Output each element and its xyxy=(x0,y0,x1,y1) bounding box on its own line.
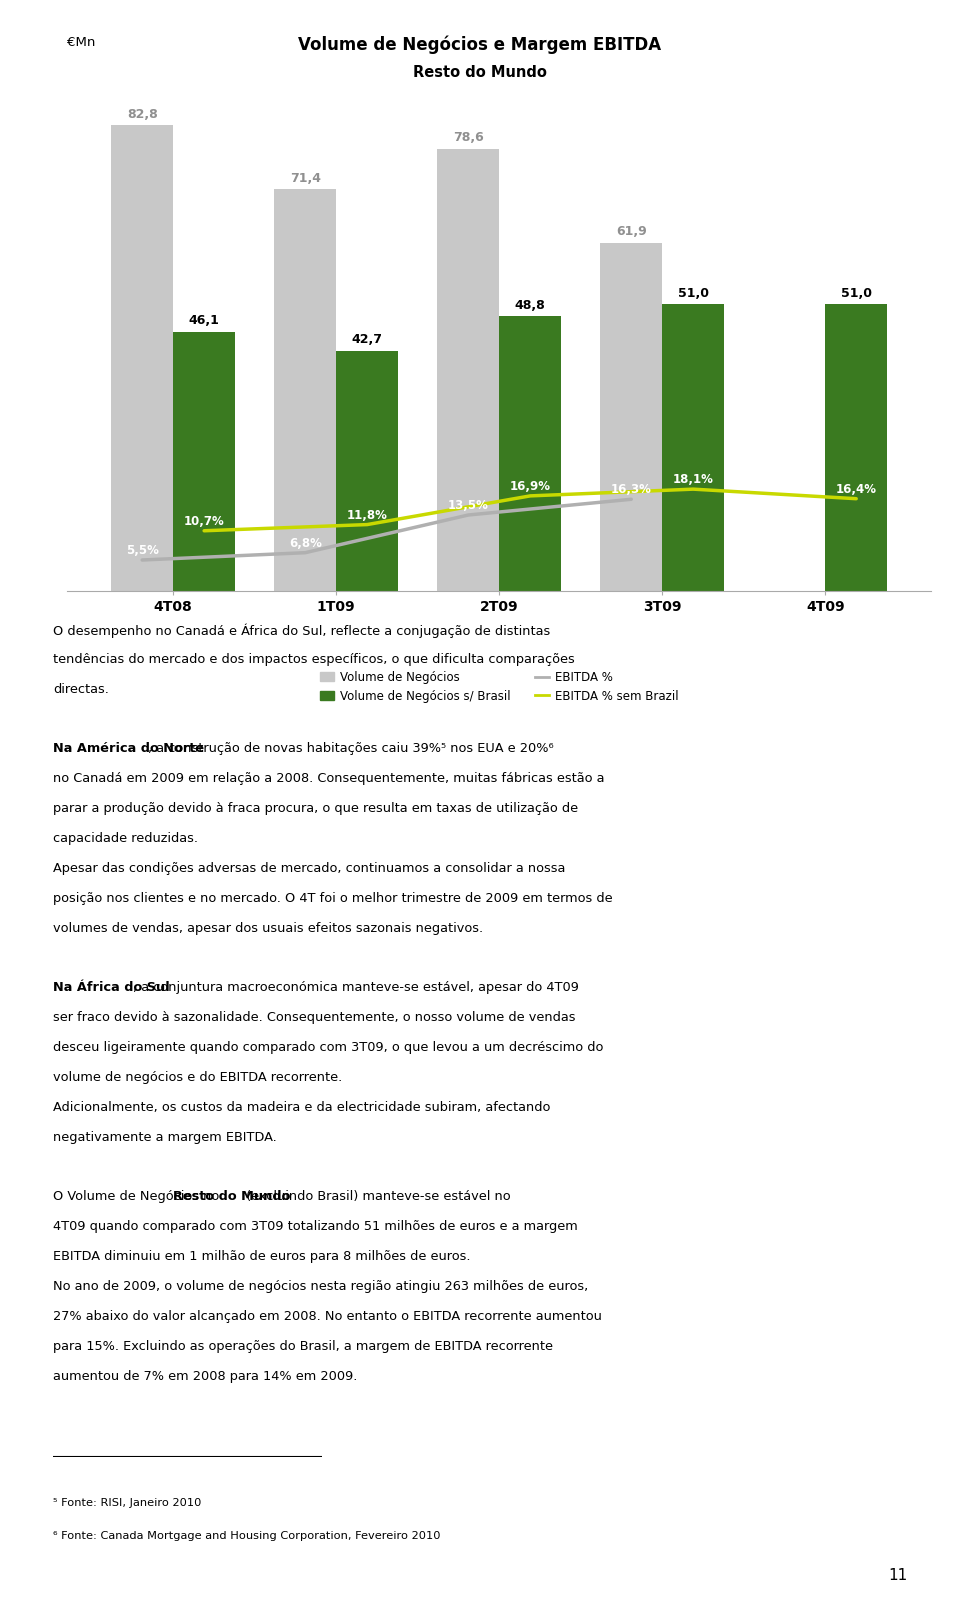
Text: directas.: directas. xyxy=(53,683,108,696)
Bar xyxy=(111,125,173,591)
Text: EBITDA diminuiu em 1 milhão de euros para 8 milhões de euros.: EBITDA diminuiu em 1 milhão de euros par… xyxy=(53,1250,470,1263)
Text: volumes de vendas, apesar dos usuais efeitos sazonais negativos.: volumes de vendas, apesar dos usuais efe… xyxy=(53,921,483,936)
Text: (excluindo Brasil) manteve-se estável no: (excluindo Brasil) manteve-se estável no xyxy=(243,1190,511,1203)
Text: 11,8%: 11,8% xyxy=(347,508,388,521)
Bar xyxy=(499,316,562,591)
Text: ⁵ Fonte: RISI, Janeiro 2010: ⁵ Fonte: RISI, Janeiro 2010 xyxy=(53,1498,202,1507)
Text: €Mn: €Mn xyxy=(67,36,96,49)
Text: aumentou de 7% em 2008 para 14% em 2009.: aumentou de 7% em 2008 para 14% em 2009. xyxy=(53,1370,357,1383)
Text: O Volume de Negócios no: O Volume de Negócios no xyxy=(53,1190,223,1203)
Text: 4T09 quando comparado com 3T09 totalizando 51 milhões de euros e a margem: 4T09 quando comparado com 3T09 totalizan… xyxy=(53,1221,578,1234)
Text: 18,1%: 18,1% xyxy=(673,473,713,486)
Text: 46,1: 46,1 xyxy=(189,314,220,327)
Bar xyxy=(336,351,398,591)
Text: 5,5%: 5,5% xyxy=(126,544,158,557)
Text: Apesar das condições adversas de mercado, continuamos a consolidar a nossa: Apesar das condições adversas de mercado… xyxy=(53,861,565,876)
Text: tendências do mercado e dos impactos específicos, o que dificulta comparações: tendências do mercado e dos impactos esp… xyxy=(53,652,574,667)
Text: desceu ligeiramente quando comparado com 3T09, o que levou a um decréscimo do: desceu ligeiramente quando comparado com… xyxy=(53,1041,603,1054)
Text: , a conjuntura macroeconómica manteve-se estável, apesar do 4T09: , a conjuntura macroeconómica manteve-se… xyxy=(132,981,579,994)
Text: 13,5%: 13,5% xyxy=(447,499,489,512)
Bar xyxy=(600,243,662,591)
Text: 48,8: 48,8 xyxy=(515,300,545,312)
Bar xyxy=(662,304,724,591)
Text: ser fraco devido à sazonalidade. Consequentemente, o nosso volume de vendas: ser fraco devido à sazonalidade. Consequ… xyxy=(53,1010,575,1025)
Bar xyxy=(437,149,499,591)
Text: 10,7%: 10,7% xyxy=(183,515,225,528)
Text: No ano de 2009, o volume de negócios nesta região atingiu 263 milhões de euros,: No ano de 2009, o volume de negócios nes… xyxy=(53,1279,588,1294)
Text: 82,8: 82,8 xyxy=(127,108,157,121)
Text: Resto do Mundo: Resto do Mundo xyxy=(173,1190,290,1203)
Text: no Canadá em 2009 em relação a 2008. Consequentemente, muitas fábricas estão a: no Canadá em 2009 em relação a 2008. Con… xyxy=(53,772,604,785)
Text: negativamente a margem EBITDA.: negativamente a margem EBITDA. xyxy=(53,1130,276,1145)
Text: 11: 11 xyxy=(888,1569,907,1583)
Text: 51,0: 51,0 xyxy=(841,287,872,300)
Text: 6,8%: 6,8% xyxy=(289,538,322,550)
Text: Na América do Norte: Na América do Norte xyxy=(53,742,204,756)
Legend: Volume de Negócios, Volume de Negócios s/ Brasil, EBITDA %, EBITDA % sem Brazil: Volume de Negócios, Volume de Negócios s… xyxy=(321,670,678,703)
Text: ⁶ Fonte: Canada Mortgage and Housing Corporation, Fevereiro 2010: ⁶ Fonte: Canada Mortgage and Housing Cor… xyxy=(53,1530,441,1541)
Text: capacidade reduzidas.: capacidade reduzidas. xyxy=(53,832,198,845)
Text: Adicionalmente, os custos da madeira e da electricidade subiram, afectando: Adicionalmente, os custos da madeira e d… xyxy=(53,1101,550,1114)
Text: volume de negócios e do EBITDA recorrente.: volume de negócios e do EBITDA recorrent… xyxy=(53,1072,342,1085)
Text: 16,4%: 16,4% xyxy=(836,482,876,495)
Text: parar a produção devido à fraca procura, o que resulta em taxas de utilização de: parar a produção devido à fraca procura,… xyxy=(53,801,578,816)
Text: 51,0: 51,0 xyxy=(678,287,708,300)
Text: Na África do Sul: Na África do Sul xyxy=(53,981,170,994)
Text: 71,4: 71,4 xyxy=(290,172,321,185)
Text: 16,9%: 16,9% xyxy=(510,481,551,494)
Bar xyxy=(173,332,235,591)
Text: Resto do Mundo: Resto do Mundo xyxy=(413,65,547,79)
Bar xyxy=(275,189,336,591)
Text: para 15%. Excluindo as operações do Brasil, a margem de EBITDA recorrente: para 15%. Excluindo as operações do Bras… xyxy=(53,1339,553,1353)
Text: 16,3%: 16,3% xyxy=(611,484,652,497)
Text: 42,7: 42,7 xyxy=(351,334,383,346)
Bar xyxy=(826,304,887,591)
Text: , a construção de novas habitações caiu 39%⁵ nos EUA e 20%⁶: , a construção de novas habitações caiu … xyxy=(148,742,553,756)
Text: Volume de Negócios e Margem EBITDA: Volume de Negócios e Margem EBITDA xyxy=(299,36,661,53)
Text: 61,9: 61,9 xyxy=(616,225,647,238)
Text: O desempenho no Canadá e África do Sul, reflecte a conjugação de distintas: O desempenho no Canadá e África do Sul, … xyxy=(53,623,550,638)
Text: posição nos clientes e no mercado. O 4T foi o melhor trimestre de 2009 em termos: posição nos clientes e no mercado. O 4T … xyxy=(53,892,612,905)
Text: 27% abaixo do valor alcançado em 2008. No entanto o EBITDA recorrente aumentou: 27% abaixo do valor alcançado em 2008. N… xyxy=(53,1310,602,1323)
Text: 78,6: 78,6 xyxy=(453,131,484,144)
